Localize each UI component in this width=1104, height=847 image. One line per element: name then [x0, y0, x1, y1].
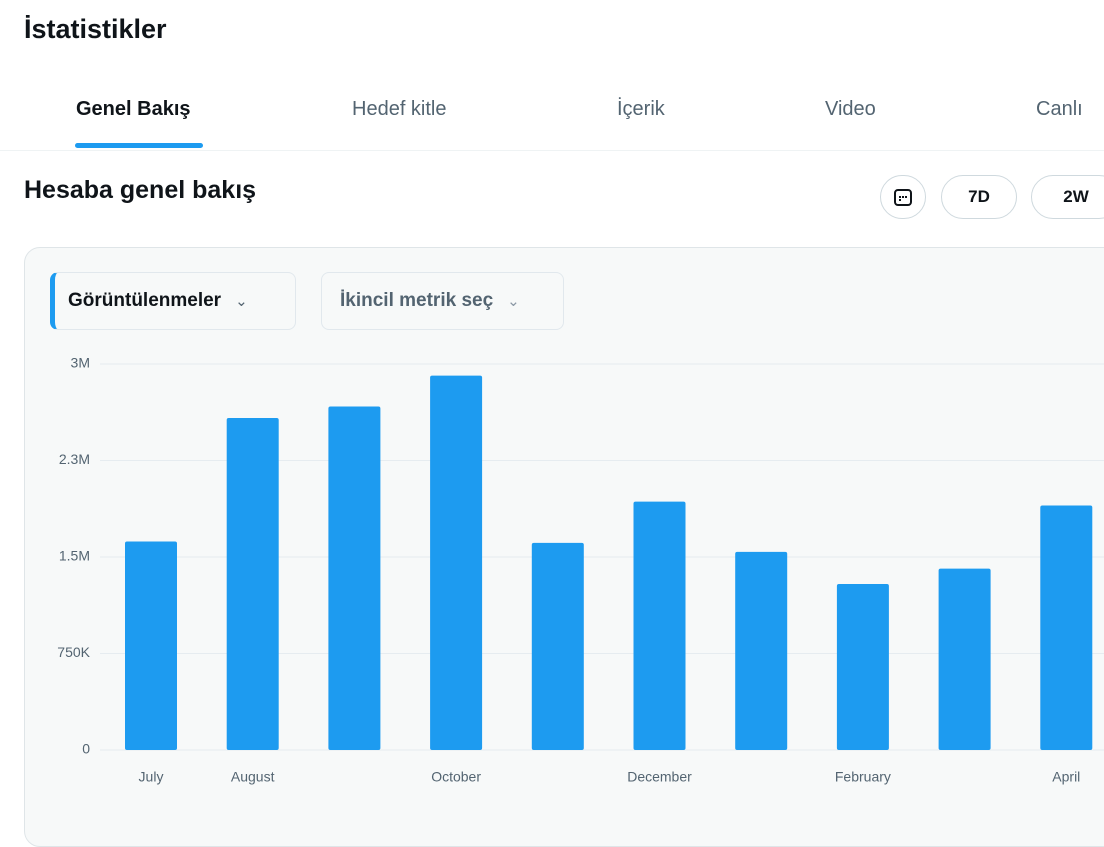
tab-indicator: [75, 143, 203, 148]
range-button[interactable]: 7D: [941, 175, 1017, 219]
tab[interactable]: Canlı: [1036, 98, 1083, 120]
x-tick-label: October: [431, 769, 481, 785]
tab[interactable]: Genel Bakış: [76, 98, 191, 120]
bar: [531, 542, 584, 750]
x-tick-label: April: [1052, 769, 1080, 785]
bar: [430, 375, 483, 750]
chevron: ⌄: [235, 293, 248, 310]
metric-dropdown[interactable]: Görüntülenmeler ⌄: [50, 272, 296, 330]
bar: [125, 541, 177, 750]
bar: [633, 501, 686, 750]
range-button[interactable]: 2W: [1031, 175, 1104, 219]
calendar-button[interactable]: [880, 175, 926, 219]
x-tick-label: July: [139, 769, 164, 785]
tab[interactable]: Hedef kitle: [352, 98, 447, 120]
bar: [226, 418, 279, 750]
dropdown-label: Görüntülenmeler: [68, 290, 222, 311]
tab[interactable]: İçerik: [617, 98, 665, 120]
calendar-icon: [894, 189, 912, 206]
page-title: İstatistikler: [24, 14, 167, 44]
dropdown-label: İkincil metrik seç: [340, 290, 494, 311]
y-tick-label: 2.3M: [59, 451, 90, 467]
bar: [938, 568, 991, 750]
y-tick-label: 750K: [57, 644, 90, 660]
x-tick-label: December: [627, 769, 692, 785]
bar: [735, 551, 788, 750]
y-tick-label: 1.5M: [59, 548, 90, 564]
x-tick-label: February: [835, 769, 891, 785]
page: İstatistikler Genel Bakış Hedef kitle İç…: [0, 14, 1104, 847]
chart: 0 750K 1.5M 2.3M 3M July August October December…: [57, 355, 1104, 785]
section-title: Hesaba genel bakış: [24, 176, 257, 204]
y-tick-label: 3M: [71, 355, 90, 371]
divider: [0, 150, 1104, 151]
tab[interactable]: Video: [825, 98, 876, 120]
metric-dropdown[interactable]: İkincil metrik seç ⌄: [321, 272, 564, 330]
bar: [328, 406, 381, 750]
x-tick-label: August: [231, 769, 275, 785]
bar: [1040, 505, 1093, 750]
bar: [836, 584, 889, 750]
y-tick-label: 0: [82, 741, 90, 757]
chevron: ⌄: [507, 293, 520, 310]
